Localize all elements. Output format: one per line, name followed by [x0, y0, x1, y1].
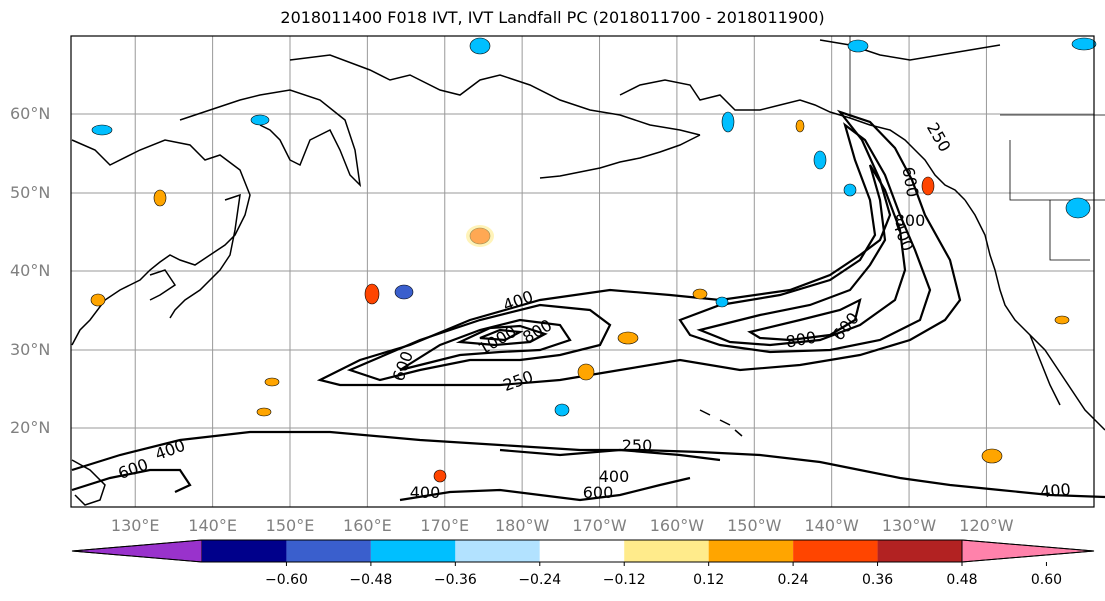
siberia-coast — [289, 54, 701, 136]
colorbar-outline — [71, 539, 1095, 563]
contour-label: 600 — [898, 165, 922, 198]
colorbar-segment — [793, 540, 878, 562]
longitude-label: 120°W — [959, 516, 1014, 535]
colorbar-extend-min — [71, 539, 203, 563]
colorbar-tick-label: 0.48 — [946, 572, 978, 588]
colorbar-tick-label: −0.48 — [349, 572, 393, 588]
ivt-contour-400 — [346, 303, 612, 382]
contour-label: 600 — [116, 455, 151, 483]
colorbar-tick-label: −0.12 — [602, 572, 646, 588]
ivt-contour-800 — [455, 324, 548, 347]
ivt-contour-south-600 — [71, 468, 192, 493]
kamchatka-coastline — [179, 89, 362, 188]
longitude-label: 130°E — [110, 516, 160, 535]
longitude-label: 130°W — [881, 516, 937, 535]
longitude-label: 140°E — [188, 516, 237, 535]
colorbar — [71, 539, 1095, 566]
baja-coast — [1029, 334, 1061, 406]
colorbar-tick-label: −0.24 — [518, 572, 562, 588]
colorbar-tick-label: −0.36 — [433, 572, 477, 588]
contour-label: 600 — [583, 483, 614, 502]
colorbar-segment — [624, 540, 709, 562]
longitude-label: 160°W — [649, 516, 705, 535]
longitude-label: 150°W — [727, 516, 782, 535]
colorbar-tick-label: −0.60 — [264, 572, 308, 588]
ivt-contours — [71, 109, 1105, 502]
longitude-label: 170°E — [420, 516, 470, 535]
colorbar-segment — [286, 540, 371, 562]
longitude-label: 140°W — [804, 516, 859, 535]
korea-coastline — [149, 269, 177, 301]
map-frame — [70, 35, 1095, 508]
ivt-contour-south-400 — [71, 430, 1105, 499]
ivt-contour-east-400 — [678, 122, 932, 354]
contour-label: 400 — [410, 483, 441, 502]
pc-shading — [90, 37, 1097, 483]
alaska-coastline — [619, 79, 966, 201]
colorbar-segment — [539, 540, 625, 562]
colorbar-tick-label: 0.24 — [777, 572, 809, 588]
contour-label: 400 — [1039, 480, 1071, 502]
longitude-label: 150°E — [265, 516, 315, 535]
north-america-coast — [964, 199, 1105, 431]
latitude-label: 50°N — [10, 183, 51, 202]
longitude-label: 180°W — [494, 516, 550, 535]
ivt-contour-east-600 — [696, 164, 907, 347]
latitude-label: 60°N — [10, 104, 51, 123]
alaska-north — [819, 39, 1001, 61]
colorbar-segment — [370, 540, 456, 562]
ivt-contour-south-250 — [399, 448, 721, 502]
political-borders — [849, 36, 1105, 261]
colorbar-tick-label: 0.12 — [693, 572, 725, 588]
contour-label: 600 — [389, 349, 417, 384]
longitude-label: 170°W — [572, 516, 627, 535]
contour-label: 600 — [829, 309, 863, 345]
colorbar-tick-label: 0.36 — [861, 572, 894, 588]
colorbar-extend-max — [961, 539, 1095, 563]
colorbar-segment — [202, 540, 287, 562]
asia-coastline — [71, 139, 251, 346]
contour-label: 800 — [895, 211, 926, 230]
philippines-coast — [71, 459, 106, 506]
latitude-label: 20°N — [10, 418, 51, 437]
coastlines — [71, 39, 1105, 506]
contour-label: 250 — [501, 367, 536, 395]
colorbar-segment — [455, 540, 540, 562]
aleutian-chain — [539, 134, 701, 179]
latitude-label: 40°N — [10, 261, 51, 280]
colorbar-segment — [877, 540, 962, 562]
contour-label: 800 — [784, 328, 817, 352]
contour-label: 250 — [923, 119, 955, 155]
ivt-contour-1000 — [479, 328, 524, 342]
latitude-label: 30°N — [10, 340, 51, 359]
ivt-contour-600 — [399, 318, 572, 372]
japan-coastline — [169, 193, 241, 319]
graticule — [71, 36, 1094, 507]
colorbar-segment — [708, 540, 794, 562]
contour-label: 400 — [153, 436, 188, 464]
contour-label: 400 — [501, 287, 536, 315]
contour-label: 400 — [599, 467, 630, 486]
ivt-contour-east-800 — [747, 297, 862, 342]
colorbar-tick-label: 0.60 — [1030, 572, 1063, 588]
map-title: 2018011400 F018 IVT, IVT Landfall PC (20… — [280, 8, 825, 27]
ivt-contour-250-west — [316, 109, 962, 387]
hawaii-islands — [699, 409, 743, 437]
longitude-label: 160°E — [343, 516, 392, 535]
contour-label: 250 — [622, 436, 653, 455]
